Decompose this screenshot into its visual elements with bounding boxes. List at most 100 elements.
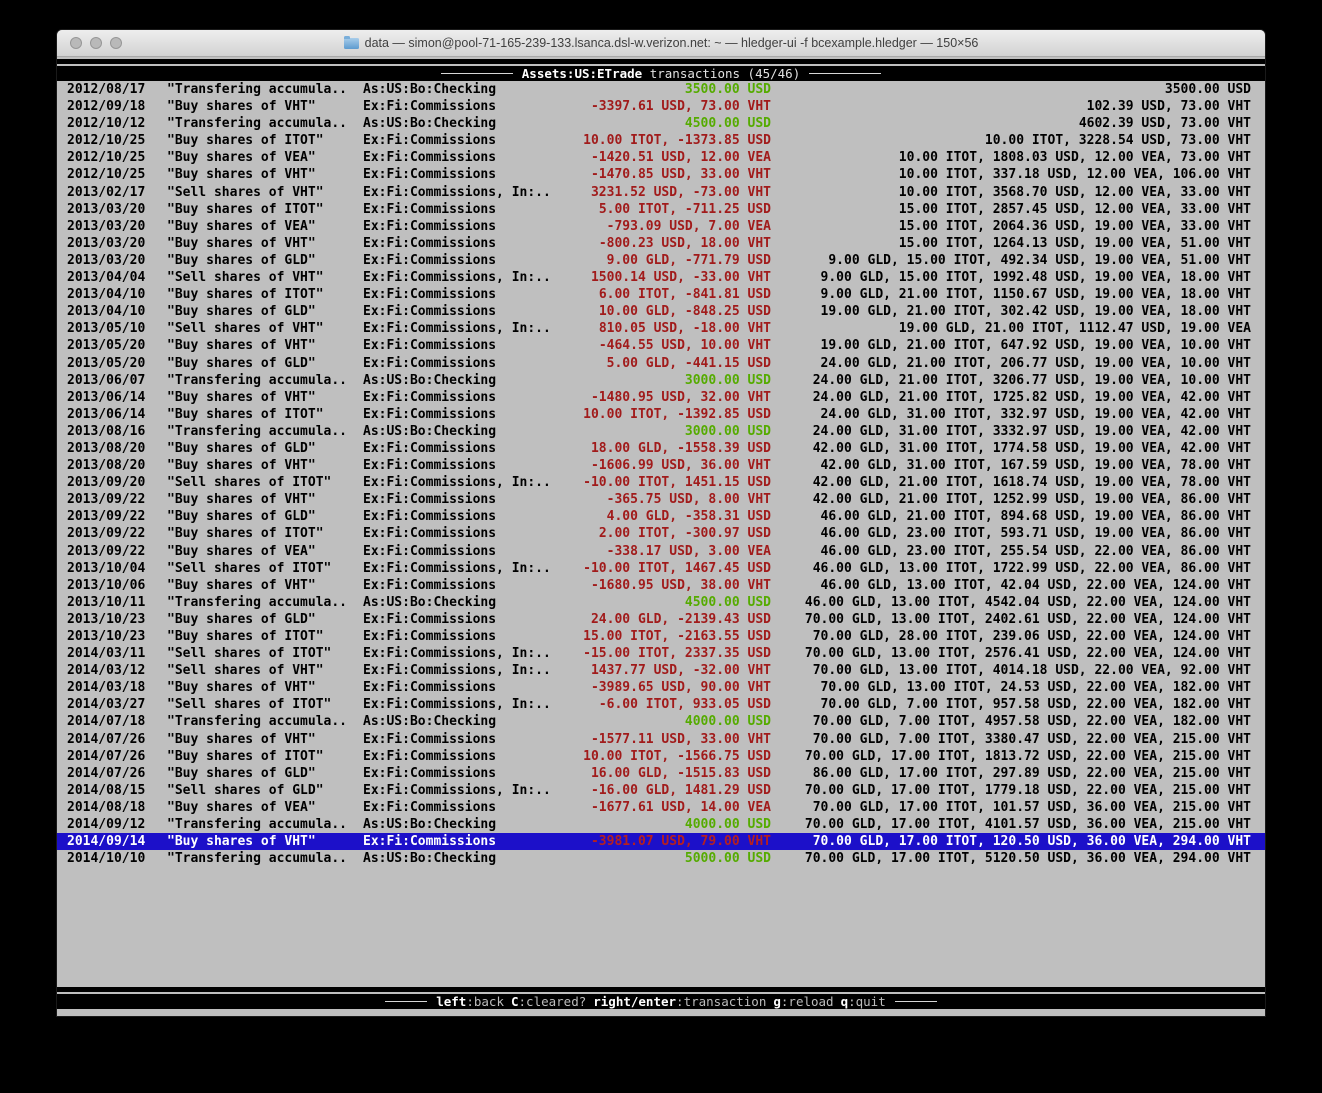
transaction-row[interactable]: 2013/04/04 "Sell shares of VHT" Ex:Fi:Comm… bbox=[57, 269, 1265, 286]
transaction-row[interactable]: 2013/03/20 "Buy shares of VEA" Ex:Fi:Commi… bbox=[57, 218, 1265, 235]
txn-date: 2013/04/04 bbox=[67, 270, 146, 286]
transaction-row[interactable]: 2012/08/17 "Transfering accumula.. As:US:B… bbox=[57, 81, 1265, 98]
transaction-row[interactable]: 2013/03/20 "Buy shares of VHT" Ex:Fi:Commi… bbox=[57, 235, 1265, 252]
window-titlebar[interactable]: data — simon@pool-71-165-239-133.lsanca.… bbox=[57, 30, 1265, 57]
txn-description: "Transfering accumula.. bbox=[167, 817, 348, 833]
transaction-row[interactable]: 2013/10/06 "Buy shares of VHT" Ex:Fi:Commi… bbox=[57, 577, 1265, 594]
txn-description: "Buy shares of ITOT" bbox=[167, 287, 324, 303]
txn-date: 2013/03/20 bbox=[67, 218, 146, 234]
txn-description: "Buy shares of VHT" bbox=[167, 99, 316, 115]
zoom-button[interactable] bbox=[110, 37, 122, 49]
txn-amount: 15.00 ITOT, -2163.55 USD bbox=[583, 629, 771, 644]
transaction-row[interactable]: 2014/03/18 "Buy shares of VHT" Ex:Fi:Commi… bbox=[57, 679, 1265, 696]
txn-account: Ex:Fi:Commissions bbox=[363, 218, 497, 234]
transaction-row[interactable]: 2013/10/11 "Transfering accumula.. As:US:B… bbox=[57, 594, 1265, 611]
txn-amount: -464.55 USD, 10.00 VHT bbox=[598, 338, 771, 354]
txn-amount: 4000.00 USD bbox=[684, 714, 771, 730]
transaction-row[interactable]: 2013/10/04 "Sell shares of ITOT" Ex:Fi:Com… bbox=[57, 560, 1265, 577]
txn-account: Ex:Fi:Commissions bbox=[363, 526, 497, 542]
txn-balance: 9.00 GLD, 21.00 ITOT, 1150.67 USD, 19.00… bbox=[820, 287, 1251, 303]
transaction-row[interactable]: 2013/06/07 "Transfering accumula.. As:US:B… bbox=[57, 372, 1265, 389]
footer-hints: left:back C:cleared? right/enter:transacti… bbox=[436, 994, 886, 1009]
txn-date: 2012/10/25 bbox=[67, 150, 146, 166]
transaction-row[interactable]: 2013/09/22 "Buy shares of VEA" Ex:Fi:Commi… bbox=[57, 543, 1265, 560]
transaction-row[interactable]: 2013/08/16 "Transfering accumula.. As:US:B… bbox=[57, 423, 1265, 440]
transaction-row[interactable]: 2013/04/10 "Buy shares of ITOT" Ex:Fi:Comm… bbox=[57, 286, 1265, 303]
close-button[interactable] bbox=[70, 37, 82, 49]
txn-balance: 70.00 GLD, 17.00 ITOT, 1779.18 USD, 22.0… bbox=[804, 782, 1251, 798]
txn-description: "Buy shares of ITOT" bbox=[167, 526, 324, 542]
transaction-row[interactable]: 2014/03/12 "Sell shares of VHT" Ex:Fi:Comm… bbox=[57, 662, 1265, 679]
transaction-row[interactable]: 2013/04/10 "Buy shares of GLD" Ex:Fi:Commi… bbox=[57, 303, 1265, 320]
txn-balance: 10.00 ITOT, 3228.54 USD, 73.00 VHT bbox=[984, 133, 1251, 149]
txn-amount: 4500.00 USD bbox=[684, 594, 771, 610]
txn-balance: 70.00 GLD, 13.00 ITOT, 4014.18 USD, 22.0… bbox=[812, 663, 1251, 679]
txn-amount: -3397.61 USD, 73.00 VHT bbox=[590, 99, 771, 115]
transaction-row[interactable]: 2013/10/23 "Buy shares of ITOT" Ex:Fi:Comm… bbox=[57, 628, 1265, 645]
txn-amount: -3981.07 USD, 79.00 VHT bbox=[590, 834, 771, 850]
txn-amount: 4000.00 USD bbox=[684, 817, 771, 833]
txn-date: 2013/03/20 bbox=[67, 235, 146, 251]
txn-date: 2013/05/20 bbox=[67, 338, 146, 354]
txn-description: "Buy shares of GLD" bbox=[167, 304, 316, 320]
txn-account: Ex:Fi:Commissions bbox=[363, 492, 497, 508]
transaction-row[interactable]: 2012/10/25 "Buy shares of ITOT" Ex:Fi:Comm… bbox=[57, 132, 1265, 149]
transaction-row[interactable]: 2014/07/18 "Transfering accumula.. As:US:B… bbox=[57, 713, 1265, 730]
transaction-row[interactable]: 2013/08/20 "Buy shares of GLD" Ex:Fi:Commi… bbox=[57, 440, 1265, 457]
txn-amount: -338.17 USD, 3.00 VEA bbox=[606, 543, 771, 559]
txn-date: 2012/09/18 bbox=[67, 99, 146, 115]
txn-account: As:US:Bo:Checking bbox=[363, 817, 497, 833]
transaction-row[interactable]: 2013/03/20 "Buy shares of GLD" Ex:Fi:Commi… bbox=[57, 252, 1265, 269]
transaction-row[interactable]: 2014/08/18 "Buy shares of VEA" Ex:Fi:Commi… bbox=[57, 799, 1265, 816]
txn-amount: -1420.51 USD, 12.00 VEA bbox=[590, 150, 771, 166]
txn-date: 2013/10/06 bbox=[67, 577, 146, 593]
transaction-row[interactable]: 2013/05/20 "Buy shares of VHT" Ex:Fi:Commi… bbox=[57, 337, 1265, 354]
txn-description: "Transfering accumula.. bbox=[167, 372, 348, 388]
transaction-row[interactable]: 2013/09/22 "Buy shares of GLD" Ex:Fi:Commi… bbox=[57, 508, 1265, 525]
transaction-row[interactable]: 2013/09/22 "Buy shares of VHT" Ex:Fi:Commi… bbox=[57, 491, 1265, 508]
txn-account: Ex:Fi:Commissions bbox=[363, 731, 497, 747]
transaction-row[interactable]: 2014/09/14 "Buy shares of VHT" Ex:Fi:Commi… bbox=[57, 833, 1265, 851]
transaction-row[interactable]: 2013/03/20 "Buy shares of ITOT" Ex:Fi:Comm… bbox=[57, 201, 1265, 218]
txn-balance: 15.00 ITOT, 1264.13 USD, 19.00 VEA, 51.0… bbox=[898, 235, 1251, 251]
txn-description: "Sell shares of VHT" bbox=[167, 321, 324, 337]
txn-amount: 1500.14 USD, -33.00 VHT bbox=[590, 270, 771, 286]
transaction-row[interactable]: 2013/02/17 "Sell shares of VHT" Ex:Fi:Comm… bbox=[57, 184, 1265, 201]
txn-description: "Buy shares of VHT" bbox=[167, 680, 316, 696]
footer-key-bar: left:back C:cleared? right/enter:transacti… bbox=[57, 994, 1265, 1009]
txn-account: Ex:Fi:Commissions bbox=[363, 440, 497, 456]
transaction-row[interactable]: 2012/10/25 "Buy shares of VEA" Ex:Fi:Commi… bbox=[57, 149, 1265, 166]
transaction-row[interactable]: 2012/10/25 "Buy shares of VHT" Ex:Fi:Commi… bbox=[57, 166, 1265, 183]
transaction-row[interactable]: 2014/10/10 "Transfering accumula.. As:US:B… bbox=[57, 850, 1265, 867]
txn-account: As:US:Bo:Checking bbox=[363, 594, 497, 610]
txn-account: As:US:Bo:Checking bbox=[363, 423, 497, 439]
txn-description: "Buy shares of VHT" bbox=[167, 235, 316, 251]
txn-amount: -15.00 ITOT, 2337.35 USD bbox=[583, 646, 771, 662]
txn-description: "Transfering accumula.. bbox=[167, 594, 348, 610]
txn-amount: 5.00 ITOT, -711.25 USD bbox=[598, 201, 771, 217]
transaction-row[interactable]: 2013/06/14 "Buy shares of VHT" Ex:Fi:Commi… bbox=[57, 389, 1265, 406]
txn-account: Ex:Fi:Commissions, In:.. bbox=[363, 782, 551, 798]
transaction-row[interactable]: 2014/07/26 "Buy shares of VHT" Ex:Fi:Commi… bbox=[57, 731, 1265, 748]
transaction-row[interactable]: 2013/10/23 "Buy shares of GLD" Ex:Fi:Commi… bbox=[57, 611, 1265, 628]
transaction-row[interactable]: 2013/08/20 "Buy shares of VHT" Ex:Fi:Commi… bbox=[57, 457, 1265, 474]
transaction-row[interactable]: 2014/03/27 "Sell shares of ITOT" Ex:Fi:Com… bbox=[57, 696, 1265, 713]
minimize-button[interactable] bbox=[90, 37, 102, 49]
transaction-row[interactable]: 2014/03/11 "Sell shares of ITOT" Ex:Fi:Com… bbox=[57, 645, 1265, 662]
txn-date: 2013/09/22 bbox=[67, 492, 146, 508]
transaction-row[interactable]: 2013/05/20 "Buy shares of GLD" Ex:Fi:Commi… bbox=[57, 355, 1265, 372]
txn-description: "Sell shares of VHT" bbox=[167, 270, 324, 286]
txn-account: As:US:Bo:Checking bbox=[363, 851, 497, 867]
transaction-row[interactable]: 2014/08/15 "Sell shares of GLD" Ex:Fi:Comm… bbox=[57, 782, 1265, 799]
transaction-row[interactable]: 2012/09/18 "Buy shares of VHT" Ex:Fi:Commi… bbox=[57, 98, 1265, 115]
transaction-row[interactable]: 2013/06/14 "Buy shares of ITOT" Ex:Fi:Comm… bbox=[57, 406, 1265, 423]
transaction-row[interactable]: 2014/09/12 "Transfering accumula.. As:US:B… bbox=[57, 816, 1265, 833]
transaction-row[interactable]: 2014/07/26 "Buy shares of ITOT" Ex:Fi:Comm… bbox=[57, 748, 1265, 765]
transaction-row[interactable]: 2013/05/10 "Sell shares of VHT" Ex:Fi:Comm… bbox=[57, 320, 1265, 337]
transaction-row[interactable]: 2012/10/12 "Transfering accumula.. As:US:B… bbox=[57, 115, 1265, 132]
txn-description: "Buy shares of VHT" bbox=[167, 338, 316, 354]
transaction-row[interactable]: 2013/09/20 "Sell shares of ITOT" Ex:Fi:Com… bbox=[57, 474, 1265, 491]
txn-account: Ex:Fi:Commissions, In:.. bbox=[363, 270, 551, 286]
transaction-row[interactable]: 2013/09/22 "Buy shares of ITOT" Ex:Fi:Comm… bbox=[57, 525, 1265, 542]
transaction-row[interactable]: 2014/07/26 "Buy shares of GLD" Ex:Fi:Commi… bbox=[57, 765, 1265, 782]
